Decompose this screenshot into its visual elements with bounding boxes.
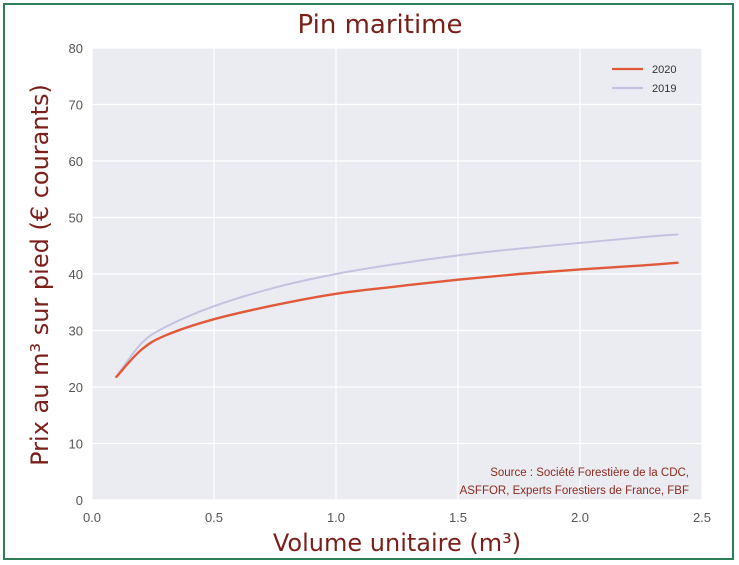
y-tick-label: 30 (69, 324, 83, 339)
y-tick-label: 80 (69, 41, 83, 56)
y-tick-label: 10 (69, 437, 83, 452)
series-line-2020 (115, 261, 679, 379)
chart-title: Pin maritime (298, 10, 463, 40)
y-tick-label: 20 (69, 380, 83, 395)
x-tick-label: 2.0 (571, 510, 589, 525)
y-tick-label: 70 (69, 98, 83, 113)
x-tick-label: 0.5 (205, 510, 223, 525)
y-tick-label: 40 (69, 267, 83, 282)
series-lines (115, 233, 679, 379)
grid (91, 47, 703, 501)
x-tick-label: 0.0 (83, 510, 101, 525)
y-axis-label: Prix au m³ sur pied (€ courants) (26, 84, 54, 466)
legend-label-2019: 2019 (652, 83, 676, 95)
x-tick-label: 1.0 (327, 510, 345, 525)
y-axis-ticks: 0 10 20 30 40 50 60 70 80 (69, 41, 83, 508)
source-annotation-line-2: ASFFOR, Experts Forestiers de France, FB… (460, 485, 689, 497)
x-axis-ticks: 0.0 0.5 1.0 1.5 2.0 2.5 (83, 510, 711, 525)
y-tick-label: 60 (69, 154, 83, 169)
y-tick-label: 50 (69, 211, 83, 226)
x-tick-label: 2.5 (693, 510, 711, 525)
legend: 2020 2019 (612, 64, 676, 95)
x-tick-label: 1.5 (449, 510, 467, 525)
y-tick-label: 0 (76, 493, 83, 508)
source-annotation-line-1: Source : Société Forestière de la CDC, (490, 467, 689, 479)
series-line-2019 (115, 233, 679, 378)
legend-label-2020: 2020 (652, 64, 676, 76)
x-axis-label: Volume unitaire (m³) (273, 529, 521, 557)
